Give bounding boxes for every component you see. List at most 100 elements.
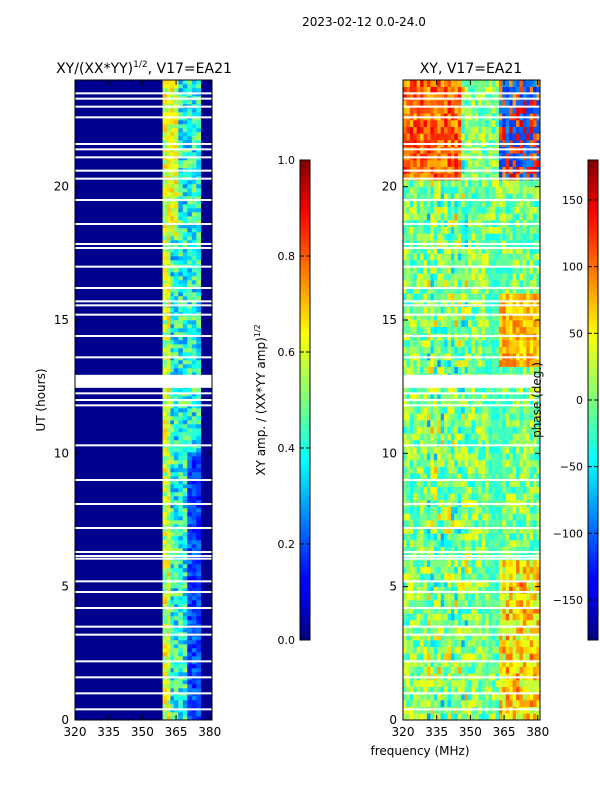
phase-heatmap-cell [536, 486, 541, 494]
phase-heatmap-cell [416, 693, 421, 701]
amplitude-heatmap-cell [182, 504, 188, 509]
phase-heatmap-cell [461, 680, 465, 687]
phase-heatmap-cell [406, 253, 411, 261]
phase-heatmap-cell [454, 346, 459, 354]
phase-heatmap-cell [437, 346, 441, 354]
amplitude-heatmap-cell [173, 136, 179, 141]
amplitude-heatmap-cell [173, 572, 179, 577]
phase-heatmap-cell [471, 366, 476, 374]
phase-heatmap-cell [512, 420, 517, 427]
phase-heatmap-cell [492, 546, 496, 554]
amplitude-data-gap [75, 243, 212, 245]
phase-heatmap-cell [526, 280, 531, 287]
phase-heatmap-cell [474, 426, 479, 434]
phase-heatmap-cell [492, 693, 496, 701]
phase-heatmap-cell [450, 200, 455, 207]
amplitude-heatmap-cell [173, 348, 179, 353]
phase-heatmap-cell [478, 540, 483, 547]
phase-heatmap-cell [423, 200, 428, 207]
phase-heatmap-cell [488, 493, 493, 501]
phase-heatmap-cell [529, 653, 534, 661]
phase-heatmap-cell [485, 620, 489, 627]
phase-heatmap-cell [468, 360, 472, 367]
phase-heatmap-cell [516, 313, 520, 321]
phase-heatmap-cell [454, 393, 459, 401]
amplitude-heatmap-cell [187, 492, 193, 497]
amplitude-heatmap-cell [187, 536, 193, 541]
phase-heatmap-cell [403, 560, 407, 567]
phase-heatmap-cell [437, 713, 441, 721]
phase-heatmap-cell [468, 180, 472, 187]
phase-heatmap-cell [498, 213, 503, 221]
phase-heatmap-cell [464, 313, 469, 321]
phase-heatmap-cell [485, 426, 489, 434]
amplitude-heatmap-cell [191, 684, 197, 689]
phase-heatmap-cell [526, 193, 531, 201]
phase-heatmap-cell [409, 386, 414, 394]
amplitude-heatmap-cell [196, 524, 202, 529]
amplitude-heatmap-cell [191, 688, 197, 693]
phase-heatmap-cell [406, 233, 411, 241]
phase-heatmap-cell [409, 660, 414, 667]
amplitude-heatmap-cell [191, 276, 197, 281]
amplitude-heatmap-cell [182, 308, 188, 313]
amplitude-heatmap-cell [167, 476, 171, 481]
phase-heatmap-cell [403, 293, 407, 301]
amplitude-heatmap-cell [191, 696, 197, 701]
phase-heatmap-cell [416, 226, 421, 234]
phase-heatmap-cell [444, 693, 448, 701]
phase-heatmap-cell [423, 393, 428, 401]
phase-heatmap-cell [526, 206, 531, 214]
phase-heatmap-cell [420, 713, 424, 721]
amplitude-heatmap-cell [178, 108, 184, 113]
phase-heatmap-cell [413, 526, 417, 534]
phase-heatmap-cell [403, 173, 407, 181]
phase-heatmap-cell [403, 633, 407, 641]
amplitude-data-gap [75, 378, 212, 384]
amplitude-heatmap-cell [191, 136, 197, 141]
phase-heatmap-cell [416, 680, 421, 687]
phase-heatmap-cell [488, 326, 493, 334]
phase-heatmap-cell [430, 613, 435, 621]
amplitude-heatmap-cell [167, 152, 171, 157]
phase-heatmap-cell [502, 426, 507, 434]
phase-heatmap-cell [495, 486, 500, 494]
phase-heatmap-cell [516, 233, 520, 241]
phase-heatmap-cell [437, 573, 441, 581]
phase-heatmap-cell [416, 453, 421, 461]
amplitude-heatmap-cell [196, 196, 202, 201]
amplitude-heatmap-cell [167, 280, 171, 285]
phase-heatmap-cell [509, 626, 513, 634]
amplitude-data-gap [75, 708, 212, 711]
amplitude-heatmap-cell [187, 516, 193, 521]
amplitude-heatmap-cell [167, 516, 171, 521]
phase-heatmap-cell [409, 680, 414, 687]
amplitude-heatmap-cell [167, 360, 171, 365]
phase-heatmap-cell [498, 660, 503, 667]
amplitude-heatmap-cell [178, 592, 184, 597]
amplitude-data-gap [75, 633, 212, 636]
amplitude-heatmap-cell [170, 464, 175, 469]
phase-heatmap-cell [413, 360, 417, 367]
phase-heatmap-cell [488, 313, 493, 321]
phase-heatmap-cell [426, 540, 431, 547]
phase-heatmap-cell [433, 160, 438, 167]
phase-heatmap-cell [488, 346, 493, 354]
phase-heatmap-cell [464, 506, 469, 514]
amplitude-heatmap-cell [162, 248, 168, 253]
amplitude-heatmap-cell [167, 340, 171, 345]
amplitude-heatmap-cell [170, 524, 175, 529]
phase-heatmap-cell [481, 480, 486, 487]
phase-heatmap-cell [454, 540, 459, 547]
phase-heatmap-cell [516, 566, 520, 574]
phase-heatmap-cell [430, 680, 435, 687]
phase-heatmap-cell [454, 666, 459, 674]
phase-heatmap-cell [481, 620, 486, 627]
phase-heatmap-cell [471, 266, 476, 274]
phase-heatmap-cell [481, 346, 486, 354]
phase-heatmap-cell [416, 573, 421, 581]
phase-heatmap-cell [450, 346, 455, 354]
phase-heatmap-cell [413, 446, 417, 454]
phase-heatmap-cell [440, 446, 445, 454]
phase-heatmap-cell [437, 620, 441, 627]
